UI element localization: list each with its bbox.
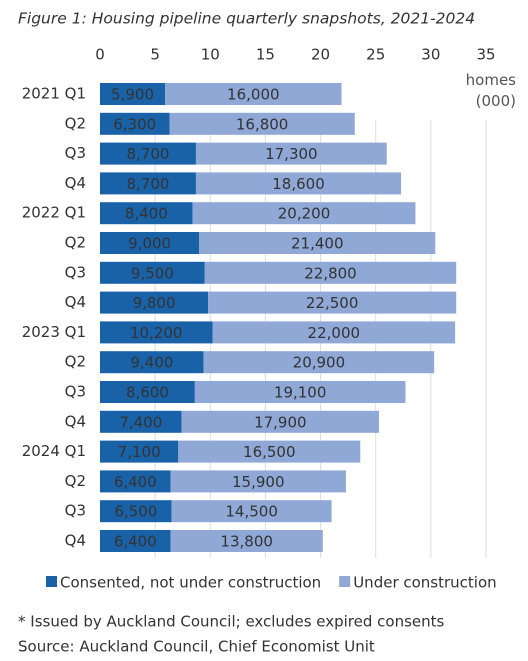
bar-segment <box>100 83 166 105</box>
bar-segment <box>178 440 361 463</box>
value-label: 17,900 <box>254 413 307 431</box>
bar-segment <box>100 530 171 552</box>
bar-segment <box>171 500 332 523</box>
value-label: 17,300 <box>265 145 318 163</box>
value-label: 16,500 <box>243 443 296 461</box>
value-label: 13,800 <box>220 533 273 551</box>
value-label: 9,400 <box>130 354 173 372</box>
legend-swatch <box>46 576 57 587</box>
bar-segment <box>195 172 402 195</box>
x-tick-label: 30 <box>421 46 440 64</box>
value-label: 6,500 <box>114 503 157 521</box>
value-label: 22,000 <box>308 324 361 342</box>
value-label: 6,400 <box>114 533 157 551</box>
bar-segment <box>100 172 196 195</box>
bar-segment <box>100 321 213 344</box>
value-label: 8,600 <box>126 384 169 402</box>
bar-segment <box>169 112 355 135</box>
x-axis-label: homes (000) <box>465 71 516 110</box>
value-label: 9,800 <box>133 294 176 312</box>
value-label: 9,000 <box>128 235 171 253</box>
bar-segment <box>100 261 205 284</box>
chart-title: Figure 1: Housing pipeline quarterly sna… <box>18 10 475 28</box>
note: Source: Auckland Council, Chief Economis… <box>18 638 375 656</box>
bar-segment <box>100 112 170 135</box>
y-tick-label: 2024 Q1 <box>22 442 86 460</box>
bar-segment <box>100 470 171 493</box>
bar-segment <box>100 440 179 463</box>
y-tick-label: Q2 <box>65 114 86 132</box>
value-label: 7,100 <box>118 443 161 461</box>
x-tick-label: 15 <box>256 46 275 64</box>
bar-segment <box>208 291 457 314</box>
value-label: 21,400 <box>291 235 344 253</box>
value-label: 5,900 <box>111 86 154 104</box>
y-tick-label: 2021 Q1 <box>22 85 86 103</box>
value-label: 20,200 <box>278 205 331 223</box>
value-label: 6,300 <box>113 115 156 133</box>
y-tick-label: Q3 <box>65 263 86 281</box>
legend-label: Consented, not under construction <box>60 574 321 592</box>
value-label: 15,900 <box>232 473 285 491</box>
bar-segment <box>212 321 456 344</box>
bar-segment <box>100 500 172 523</box>
value-label: 19,100 <box>274 384 327 402</box>
bar-segment <box>194 381 406 403</box>
bar-segment <box>100 142 196 165</box>
note: * Issued by Auckland Council; excludes e… <box>18 613 445 631</box>
bar-segment <box>195 142 387 165</box>
y-tick-label: Q4 <box>65 412 86 430</box>
value-label: 8,700 <box>126 145 169 163</box>
x-tick-label: 20 <box>311 46 330 64</box>
x-tick-label: 35 <box>476 46 495 64</box>
y-tick-label: Q3 <box>65 502 86 520</box>
bar-segment <box>192 202 416 225</box>
bar-segment <box>100 232 200 254</box>
x-tick-label: 0 <box>95 46 105 64</box>
bar-segment <box>100 381 195 403</box>
x-tick-label: 10 <box>201 46 220 64</box>
bar-segment <box>100 351 204 374</box>
bar-segment <box>100 291 209 314</box>
bar-segment <box>170 530 323 552</box>
value-label: 9,500 <box>131 264 174 282</box>
y-tick-label: Q3 <box>65 383 86 401</box>
legend-label: Under construction <box>353 574 496 592</box>
value-label: 20,900 <box>293 354 346 372</box>
y-tick-label: Q3 <box>65 144 86 162</box>
value-label: 18,600 <box>272 175 325 193</box>
y-tick-label: Q4 <box>65 532 86 550</box>
value-label: 7,400 <box>119 413 162 431</box>
y-tick-label: 2022 Q1 <box>22 204 86 222</box>
value-label: 10,200 <box>130 324 183 342</box>
value-label: 22,800 <box>304 264 357 282</box>
y-tick-label: Q2 <box>65 472 86 490</box>
legend-swatch <box>339 576 351 587</box>
value-label: 16,800 <box>236 115 289 133</box>
value-label: 22,500 <box>306 294 359 312</box>
y-tick-label: Q2 <box>65 234 86 252</box>
y-tick-label: Q4 <box>65 174 86 192</box>
y-tick-label: Q2 <box>65 353 86 371</box>
value-label: 6,400 <box>114 473 157 491</box>
value-label: 16,000 <box>227 86 280 104</box>
value-label: 8,400 <box>125 205 168 223</box>
bar-segment <box>203 351 435 374</box>
bar-segment <box>170 470 346 493</box>
bar-segment <box>100 202 193 225</box>
value-label: 8,700 <box>126 175 169 193</box>
bar-segment <box>165 83 342 105</box>
bar-segment <box>199 232 436 254</box>
y-tick-label: 2023 Q1 <box>22 323 86 341</box>
bar-segment <box>181 410 380 433</box>
value-label: 14,500 <box>225 503 278 521</box>
bar-segment <box>204 261 457 284</box>
bar-segment <box>100 410 182 433</box>
x-tick-label: 5 <box>150 46 160 64</box>
y-tick-label: Q4 <box>65 293 86 311</box>
x-tick-label: 25 <box>366 46 385 64</box>
